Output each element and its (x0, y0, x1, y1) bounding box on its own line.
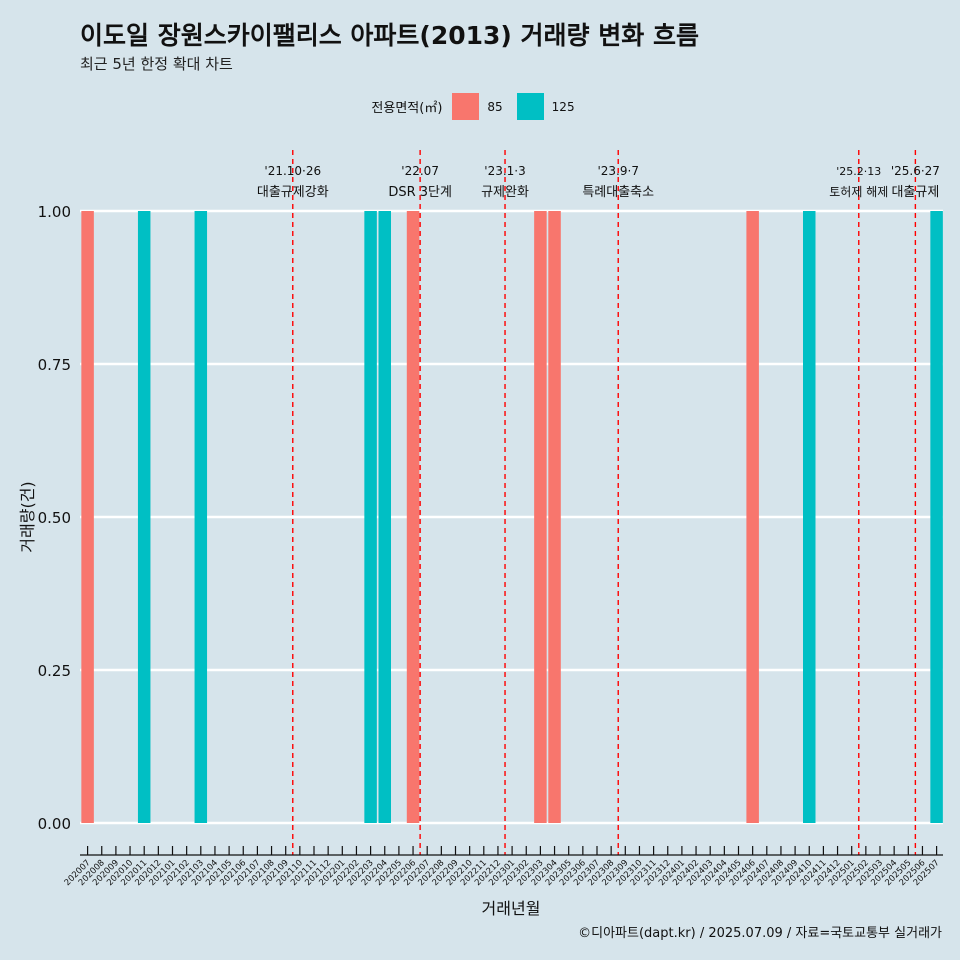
event-date-label: '21.10·26 (264, 164, 321, 178)
legend-label-85: 85 (487, 99, 503, 114)
y-tick-label: 0.00 (38, 815, 71, 833)
chart-subtitle: 최근 5년 한정 확대 차트 (80, 55, 233, 73)
y-axis-title: 거래량(건) (18, 481, 37, 552)
bar-85-202206 (406, 211, 420, 823)
bar-125-202204 (378, 211, 391, 823)
legend-swatch-85 (452, 93, 480, 120)
event-date-label: '25.6·27 (891, 164, 940, 178)
y-tick-label: 1.00 (38, 203, 71, 221)
y-tick-label: 0.75 (38, 356, 71, 374)
bar-125-202410 (803, 211, 816, 823)
event-name-label: 특례대출축소 (582, 185, 654, 200)
bar-125-202011 (137, 211, 151, 823)
event-date-label: '23.9·7 (597, 164, 638, 178)
bar-125-202103 (194, 211, 208, 823)
bar-125-202507 (930, 211, 943, 823)
y-tick-label: 0.25 (38, 662, 71, 680)
event-name-label: 대출규제 (891, 185, 939, 200)
caption: ©디아파트(dapt.kr) / 2025.07.09 / 자료=국토교통부 실… (578, 926, 942, 941)
event-name-label: 토허제 해제 (829, 185, 888, 199)
y-tick-label: 0.50 (38, 509, 71, 527)
legend-title: 전용면적(㎡) (371, 101, 443, 116)
x-axis-title: 거래년월 (482, 899, 541, 918)
legend-label-125: 125 (551, 99, 575, 114)
chart-title: 이도일 장원스카이팰리스 아파트(2013) 거래량 변화 흐름 (80, 21, 699, 50)
event-name-label: 규제완화 (481, 185, 529, 200)
bar-85-202007 (81, 211, 94, 823)
legend: 전용면적(㎡) 85 125 (0, 93, 960, 120)
event-date-label: '25.2·13 (836, 165, 881, 178)
legend-swatch-125 (516, 93, 544, 120)
bar-85-202304 (548, 211, 561, 823)
event-name-label: 대출규제강화 (257, 185, 329, 200)
event-name-label: DSR 3단계 (388, 185, 452, 200)
bar-125-202203 (364, 211, 377, 823)
bar-85-202406 (746, 211, 759, 823)
event-date-label: '22.07 (401, 164, 439, 178)
event-date-label: '23.1·3 (484, 164, 525, 178)
bar-85-202303 (534, 211, 547, 823)
